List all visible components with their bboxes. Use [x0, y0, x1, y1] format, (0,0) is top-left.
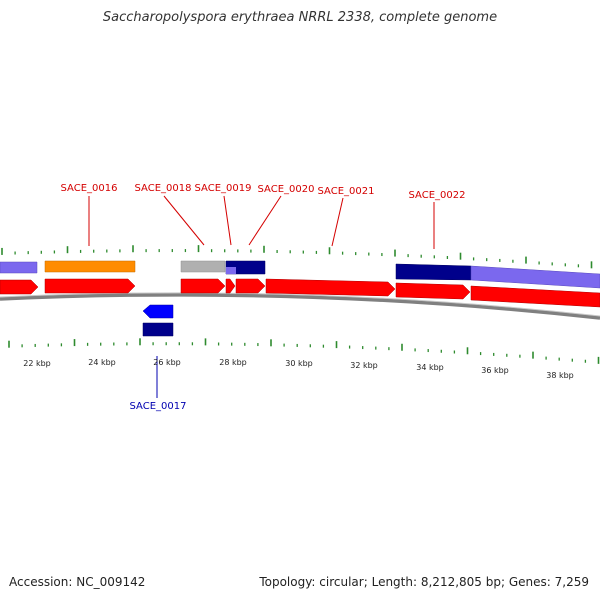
map-title: Saccharopolyspora erythraea NRRL 2338, c… — [102, 10, 498, 25]
feature-block-purple-small[interactable] — [226, 267, 236, 274]
cds-arrow[interactable] — [180, 278, 226, 294]
cds-arrow-reverse[interactable] — [142, 304, 174, 319]
scale-label: 22 kbp — [23, 359, 51, 368]
genes-label: Genes: — [508, 575, 551, 589]
gene-leaders — [88, 195, 435, 398]
scale-labels: 22 kbp 24 kbp 26 kbp 28 kbp 30 kbp 32 kb… — [23, 358, 574, 380]
scale-label: 24 kbp — [88, 358, 116, 367]
gene-label-sace-0022[interactable]: SACE_0022 — [409, 190, 466, 201]
tick-row-upper — [1, 245, 593, 269]
feature-block-navy-right[interactable] — [395, 263, 472, 281]
scale-label: 36 kbp — [481, 366, 509, 375]
gene-label-sace-0021[interactable]: SACE_0021 — [318, 186, 375, 197]
cds-arrow[interactable] — [0, 279, 39, 295]
feature-block-navy-reverse[interactable] — [142, 322, 174, 337]
feature-block-orange[interactable] — [44, 260, 136, 273]
leader-line-sace-0018 — [163, 195, 205, 246]
tick-row-lower — [8, 338, 600, 364]
cds-arrow[interactable] — [44, 278, 136, 294]
accession-value: NC_009142 — [76, 575, 146, 589]
length-value: 8,212,805 bp — [420, 575, 501, 589]
scale-label: 38 kbp — [546, 371, 574, 380]
scale-label: 26 kbp — [153, 358, 181, 367]
accession-label: Accession: — [9, 575, 73, 589]
genome-backbone — [0, 293, 600, 320]
scale-label: 34 kbp — [416, 363, 444, 372]
length-label: Length: — [371, 575, 418, 589]
topology-label: Topology: — [259, 575, 316, 589]
feature-track — [0, 260, 600, 289]
leader-line-sace-0021 — [331, 197, 344, 247]
gene-label-sace-0017[interactable]: SACE_0017 — [130, 401, 187, 412]
gene-labels: SACE_0016 SACE_0018 SACE_0019 SACE_0020 … — [61, 183, 466, 412]
gene-label-sace-0018[interactable]: SACE_0018 — [135, 183, 192, 194]
feature-block-purple-left[interactable] — [0, 261, 38, 274]
scale-label: 28 kbp — [219, 358, 247, 367]
accession-info: Accession: NC_009142 — [9, 575, 145, 589]
genome-stats: Topology: circular; Length: 8,212,805 bp… — [259, 575, 589, 589]
leader-line-sace-0019 — [223, 195, 232, 246]
cds-arrow[interactable] — [265, 278, 396, 297]
cds-track-forward — [0, 278, 600, 308]
cds-track-reverse — [142, 304, 174, 337]
cds-arrow[interactable] — [395, 282, 471, 300]
cds-arrow[interactable] — [225, 278, 236, 294]
feature-block-gray[interactable] — [180, 260, 226, 273]
gene-label-sace-0020[interactable]: SACE_0020 — [258, 184, 315, 195]
gene-label-sace-0019[interactable]: SACE_0019 — [195, 183, 252, 194]
cds-arrow[interactable] — [470, 285, 600, 308]
scale-label: 32 kbp — [350, 361, 378, 370]
feature-block-purple-right[interactable] — [470, 265, 600, 289]
genes-value: 7,259 — [554, 575, 589, 589]
genome-backbone-highlight — [0, 292, 600, 317]
gene-label-sace-0016[interactable]: SACE_0016 — [61, 183, 118, 194]
leader-line-sace-0020 — [248, 195, 282, 246]
topology-value: circular — [319, 575, 364, 589]
scale-label: 30 kbp — [285, 359, 313, 368]
cds-arrow[interactable] — [235, 278, 266, 294]
